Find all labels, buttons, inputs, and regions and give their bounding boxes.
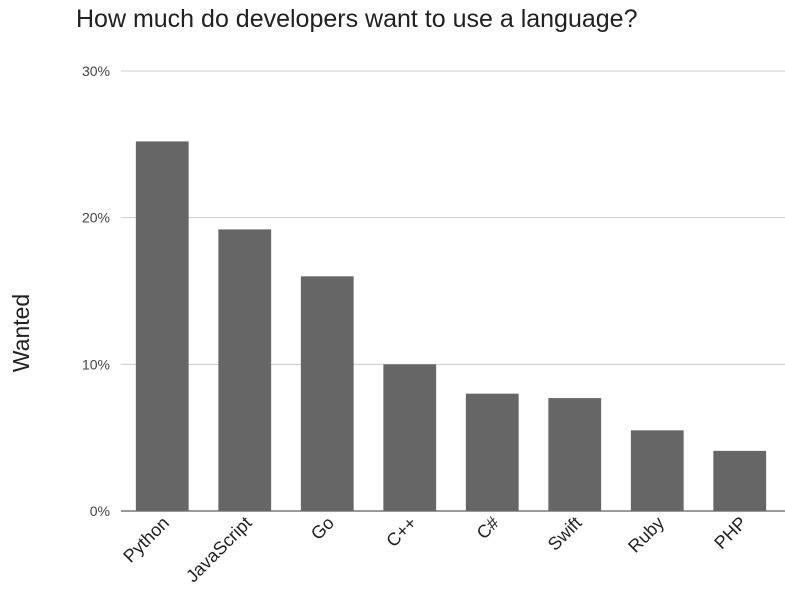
x-tick-label: JavaScript	[182, 513, 256, 587]
y-tick-label: 0%	[90, 503, 110, 519]
x-tick-label: C++	[382, 513, 420, 551]
x-tick-label: C#	[473, 513, 503, 543]
x-tick-label: Ruby	[624, 513, 668, 557]
x-tick-label: Go	[307, 513, 338, 544]
bar-javascript	[218, 229, 272, 511]
bar-c	[465, 393, 519, 511]
chart-title: How much do developers want to use a lan…	[76, 5, 637, 33]
y-tick-label: 20%	[82, 210, 110, 226]
x-tick-label: Swift	[544, 513, 586, 555]
bar-python	[135, 141, 189, 511]
y-axis-label: Wanted	[8, 294, 34, 372]
y-tick-label: 30%	[82, 63, 110, 79]
bar-go	[300, 276, 354, 511]
x-tick-label: Python	[119, 513, 173, 567]
bar-ruby	[630, 430, 684, 511]
bar-c	[383, 364, 437, 511]
y-axis-ticks: 0% 10% 20% 30%	[82, 63, 110, 519]
y-tick-label: 10%	[82, 356, 110, 372]
bar-swift	[548, 398, 602, 511]
x-tick-label: PHP	[710, 513, 750, 553]
bars	[135, 141, 767, 511]
x-axis-ticks: Python JavaScript Go C++ C# Swift Ruby PHP	[119, 513, 750, 587]
bar-php	[713, 450, 767, 511]
